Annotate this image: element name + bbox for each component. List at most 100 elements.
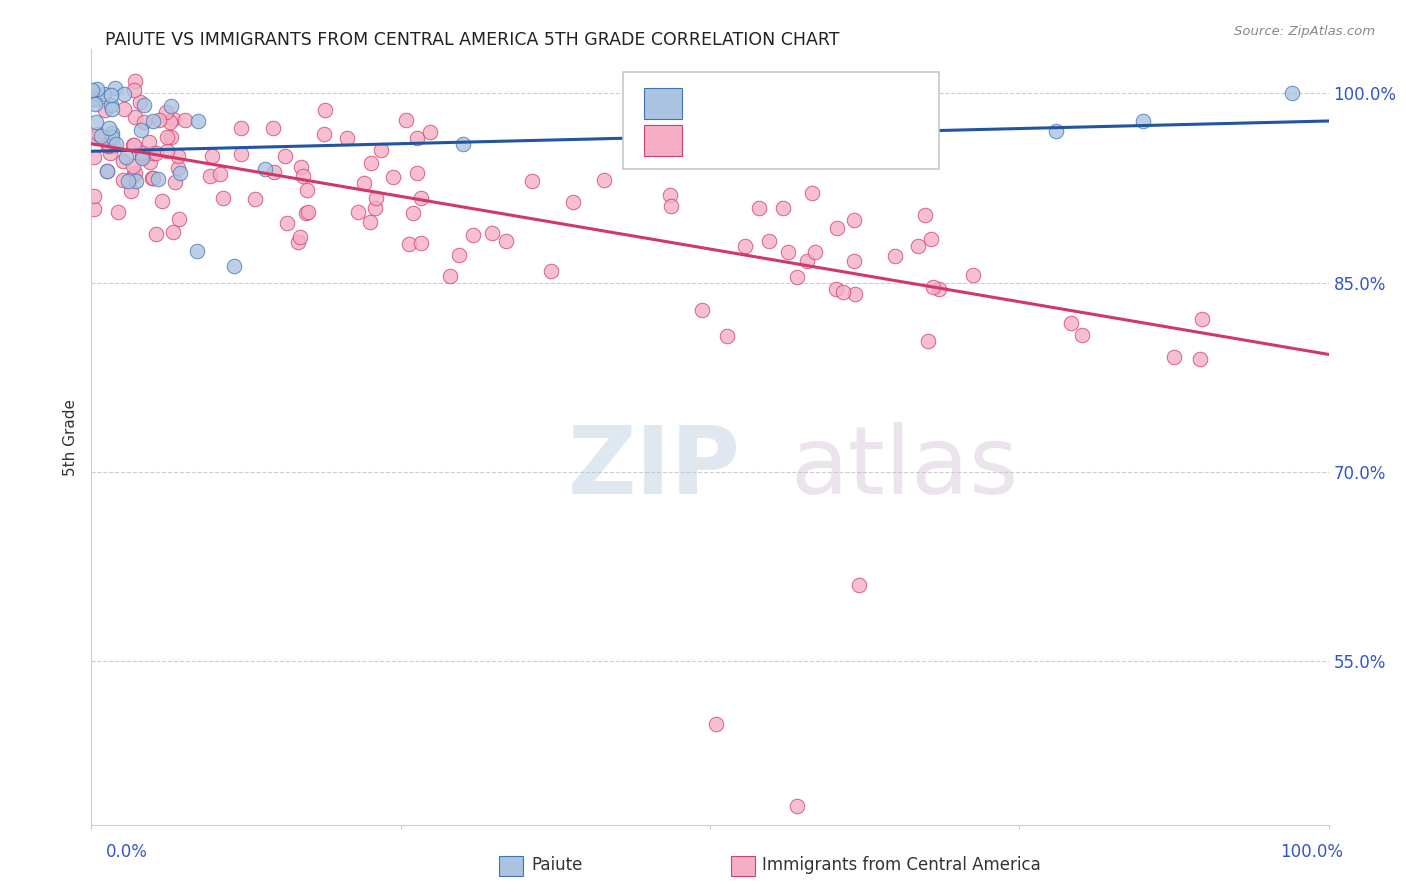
Point (406, 131, 429, 145)
Text: R = -0.452   N = 138: R = -0.452 N = 138 (697, 129, 897, 147)
Point (848, 578, 870, 592)
Point (98, 138, 121, 153)
Text: 0.0%: 0.0% (105, 843, 148, 861)
Point (84, 131, 107, 145)
Point (772, 202, 794, 216)
Point (659, 199, 682, 213)
Point (93, 130, 115, 145)
Point (402, 206, 425, 220)
Point (481, 226, 503, 240)
Point (287, 235, 309, 249)
Point (146, 171, 169, 186)
Point (495, 234, 517, 248)
Point (704, 717, 727, 731)
Point (1281, 87, 1303, 101)
Point (253, 161, 276, 176)
Point (120, 184, 142, 198)
Point (690, 303, 713, 318)
Point (100, 97, 122, 112)
Point (148, 112, 170, 127)
Point (593, 173, 616, 187)
Point (174, 112, 197, 127)
Point (131, 149, 153, 163)
Point (160, 129, 183, 144)
Y-axis label: 5th Grade: 5th Grade (63, 399, 79, 475)
Point (124, 73, 146, 87)
Point (364, 201, 387, 215)
Point (101, 130, 124, 145)
Point (409, 191, 432, 205)
FancyBboxPatch shape (623, 72, 939, 169)
Point (406, 166, 429, 180)
Point (658, 188, 681, 202)
Point (222, 259, 245, 273)
Point (353, 176, 375, 190)
Point (461, 227, 484, 242)
Text: atlas: atlas (790, 422, 1019, 514)
Point (186, 244, 208, 258)
Point (274, 148, 297, 162)
Point (134, 97, 156, 112)
Point (129, 123, 152, 137)
Point (160, 98, 183, 112)
Point (451, 136, 474, 151)
Point (83, 189, 105, 203)
Point (803, 244, 825, 259)
Point (724, 127, 747, 141)
Point (98, 120, 121, 135)
Point (243, 192, 266, 206)
Point (786, 799, 808, 814)
Point (90, 130, 112, 145)
Point (101, 139, 124, 153)
Text: PAIUTE VS IMMIGRANTS FROM CENTRAL AMERICA 5TH GRADE CORRELATION CHART: PAIUTE VS IMMIGRANTS FROM CENTRAL AMERIC… (105, 31, 839, 49)
Point (159, 114, 181, 128)
Point (112, 87, 135, 101)
Point (914, 208, 936, 222)
Point (1132, 114, 1154, 128)
Point (145, 146, 167, 161)
Bar (644, 88, 682, 119)
Point (101, 126, 124, 140)
Point (167, 161, 190, 176)
Point (83, 150, 105, 164)
Point (139, 155, 162, 169)
Point (90, 128, 112, 143)
Point (104, 136, 127, 151)
Point (169, 166, 191, 180)
Point (1070, 327, 1092, 342)
Point (162, 112, 184, 126)
Point (122, 138, 145, 153)
Point (169, 212, 191, 227)
Point (314, 128, 336, 142)
Point (80, 83, 103, 97)
Point (796, 254, 818, 268)
Point (122, 138, 145, 153)
Point (155, 104, 177, 119)
Bar (644, 125, 682, 156)
Point (884, 249, 907, 263)
Point (844, 286, 866, 301)
Point (758, 235, 780, 249)
Point (917, 334, 939, 348)
Point (825, 282, 848, 296)
Point (142, 171, 165, 186)
Point (103, 81, 125, 95)
Point (276, 216, 298, 230)
Point (122, 169, 145, 184)
Point (1163, 350, 1185, 364)
Point (1191, 311, 1213, 326)
Point (359, 215, 381, 229)
Point (97, 139, 120, 153)
Point (83, 202, 105, 216)
Point (122, 83, 145, 97)
Point (922, 279, 945, 293)
Point (84, 115, 107, 129)
Point (156, 144, 179, 158)
Point (138, 135, 160, 149)
Point (921, 232, 943, 246)
Text: Source: ZipAtlas.com: Source: ZipAtlas.com (1234, 25, 1375, 38)
Point (124, 110, 146, 124)
Text: Paiute: Paiute (531, 856, 583, 874)
Point (561, 195, 583, 210)
Point (83, 92, 105, 106)
